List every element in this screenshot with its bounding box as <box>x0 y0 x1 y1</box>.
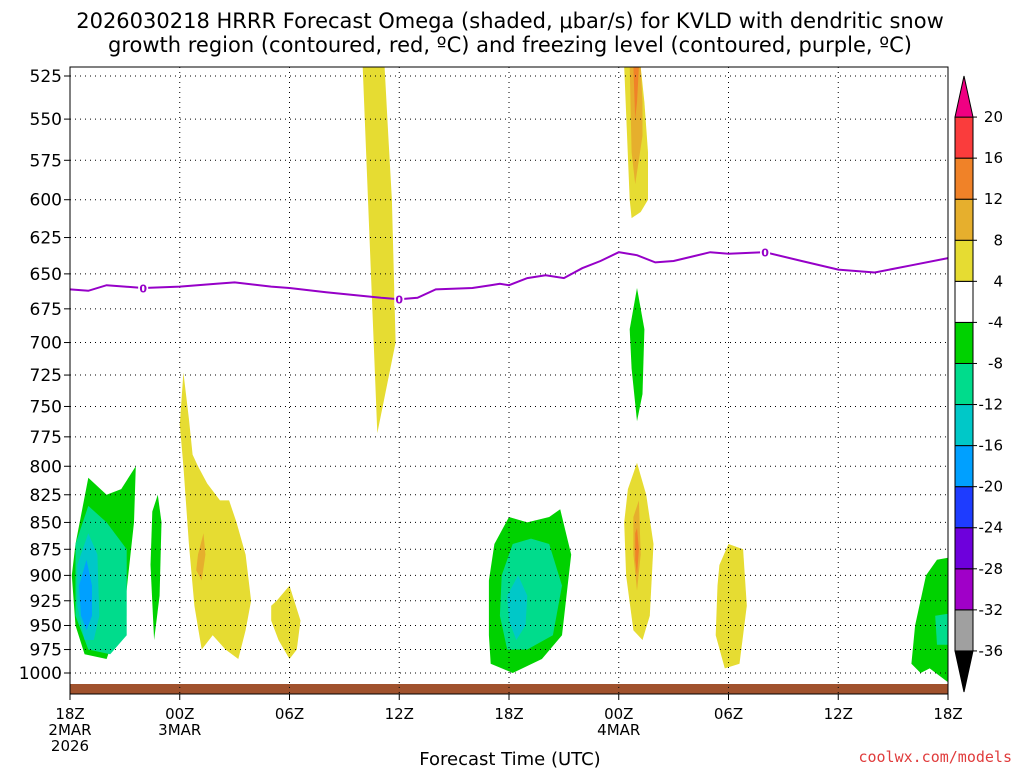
y-tick-label-675: 675 <box>30 300 62 320</box>
omega-region-18 <box>635 527 639 576</box>
colorbar-swatch-8 <box>954 321 974 364</box>
freezing-level-label-bg-1 <box>394 291 405 307</box>
colorbar-swatch-10 <box>954 239 974 282</box>
y-tick-label-525: 525 <box>30 67 62 87</box>
y-tick-label-775: 775 <box>30 428 62 448</box>
x-tick-label-1-1: 3MAR <box>158 721 201 739</box>
omega-region-0 <box>362 67 396 434</box>
y-tick-label-650: 650 <box>30 265 62 285</box>
colorbar-swatch-5 <box>954 445 974 488</box>
colorbar: -36 -32 -28 -24 -20 -16 -12 -8 -4 4 8 12 16 20 <box>954 75 1004 693</box>
colorbar-label-13: 20 <box>984 108 1003 126</box>
y-tick-label-1000: 1000 <box>19 664 62 684</box>
colorbar-swatch-14 <box>954 75 974 118</box>
credit-text: coolwx.com/models <box>858 748 1012 766</box>
x-tick-label-4-0: 18Z <box>494 705 523 723</box>
colorbar-label-0: -36 <box>979 642 1004 660</box>
y-tick-label-600: 600 <box>30 191 62 211</box>
freezing-level-label-bg-0 <box>138 280 149 296</box>
colorbar-label-5: -16 <box>979 437 1004 455</box>
omega-region-10 <box>179 372 252 659</box>
omega-region-19 <box>715 544 747 669</box>
x-tick-label-6-0: 06Z <box>714 705 743 723</box>
y-tick-label-950: 950 <box>30 616 62 636</box>
colorbar-swatch-13 <box>954 116 974 159</box>
y-tick-label-975: 975 <box>30 641 62 661</box>
freezing-level-label-2: 0 <box>761 247 769 260</box>
y-tick-label-925: 925 <box>30 592 62 612</box>
y-tick-label-850: 850 <box>30 513 62 533</box>
colorbar-swatch-2 <box>954 568 974 611</box>
colorbar-swatch-6 <box>954 404 974 447</box>
colorbar-label-2: -28 <box>979 560 1004 578</box>
colorbar-label-6: -12 <box>979 396 1004 414</box>
omega-region-15 <box>507 575 528 640</box>
x-tick-label-1-0: 00Z <box>165 705 194 723</box>
y-axis: 525 550 575 600 625 650 675 700 725 750 775 800 825 8… <box>19 67 70 684</box>
omega-region-8 <box>79 559 92 631</box>
colorbar-label-9: 4 <box>993 272 1003 290</box>
x-tick-label-5-0: 00Z <box>604 705 633 723</box>
colorbar-swatch-11 <box>954 198 974 241</box>
colorbar-swatch-12 <box>954 157 974 200</box>
y-tick-label-725: 725 <box>30 366 62 386</box>
omega-shading-layer <box>71 67 948 683</box>
terrain-strip <box>70 684 948 694</box>
x-tick-label-2-0: 06Z <box>275 705 304 723</box>
chart-title-line2: growth region (contoured, red, ºC) and f… <box>108 33 912 57</box>
omega-region-20 <box>911 557 948 683</box>
freezing-level-label-bg-2 <box>760 244 771 260</box>
colorbar-label-8: -4 <box>988 313 1003 331</box>
x-tick-label-0-0: 18Z <box>55 705 84 723</box>
colorbar-swatch-3 <box>954 527 974 570</box>
colorbar-label-1: -32 <box>979 601 1004 619</box>
colorbar-label-11: 12 <box>984 190 1003 208</box>
x-tick-label-0-1: 2MAR <box>48 721 91 739</box>
omega-region-3 <box>633 67 639 120</box>
x-tick-label-8-0: 18Z <box>933 705 962 723</box>
freezing-level-layer: 0 0 0 <box>69 244 949 307</box>
omega-region-12 <box>271 585 301 659</box>
x-tick-label-3-0: 12Z <box>385 705 414 723</box>
omega-region-9 <box>150 494 162 640</box>
freezing-level-label-1: 0 <box>395 294 403 307</box>
colorbar-swatch-4 <box>954 486 974 529</box>
colorbar-swatch-1 <box>954 609 974 652</box>
x-tick-label-0-2: 2026 <box>51 737 89 755</box>
omega-region-11 <box>196 533 206 581</box>
y-tick-label-825: 825 <box>30 486 62 506</box>
colorbar-label-12: 16 <box>984 149 1003 167</box>
colorbar-label-3: -24 <box>979 519 1004 537</box>
y-tick-label-800: 800 <box>30 457 62 477</box>
x-axis-label: Forecast Time (UTC) <box>419 749 600 768</box>
colorbar-swatch-0 <box>954 650 974 693</box>
y-tick-label-900: 900 <box>30 566 62 586</box>
colorbar-swatch-7 <box>954 362 974 406</box>
colorbar-label-7: -8 <box>988 354 1003 372</box>
y-tick-label-750: 750 <box>30 397 62 417</box>
x-tick-label-5-1: 4MAR <box>597 721 640 739</box>
freezing-level-label-0: 0 <box>139 283 147 296</box>
y-tick-label-575: 575 <box>30 151 62 171</box>
y-tick-label-700: 700 <box>30 334 62 354</box>
chart-title-line1: 2026030218 HRRR Forecast Omega (shaded, … <box>76 9 944 33</box>
freezing-level-line <box>69 251 949 301</box>
x-tick-label-7-0: 12Z <box>824 705 853 723</box>
colorbar-label-4: -20 <box>979 478 1004 496</box>
colorbar-swatch-9 <box>954 280 974 323</box>
y-tick-label-625: 625 <box>30 229 62 249</box>
y-tick-label-875: 875 <box>30 540 62 560</box>
omega-region-21 <box>935 613 948 645</box>
colorbar-label-10: 8 <box>993 231 1003 249</box>
omega-region-2 <box>629 67 643 185</box>
omega-region-4 <box>629 288 645 422</box>
y-tick-label-550: 550 <box>30 110 62 130</box>
